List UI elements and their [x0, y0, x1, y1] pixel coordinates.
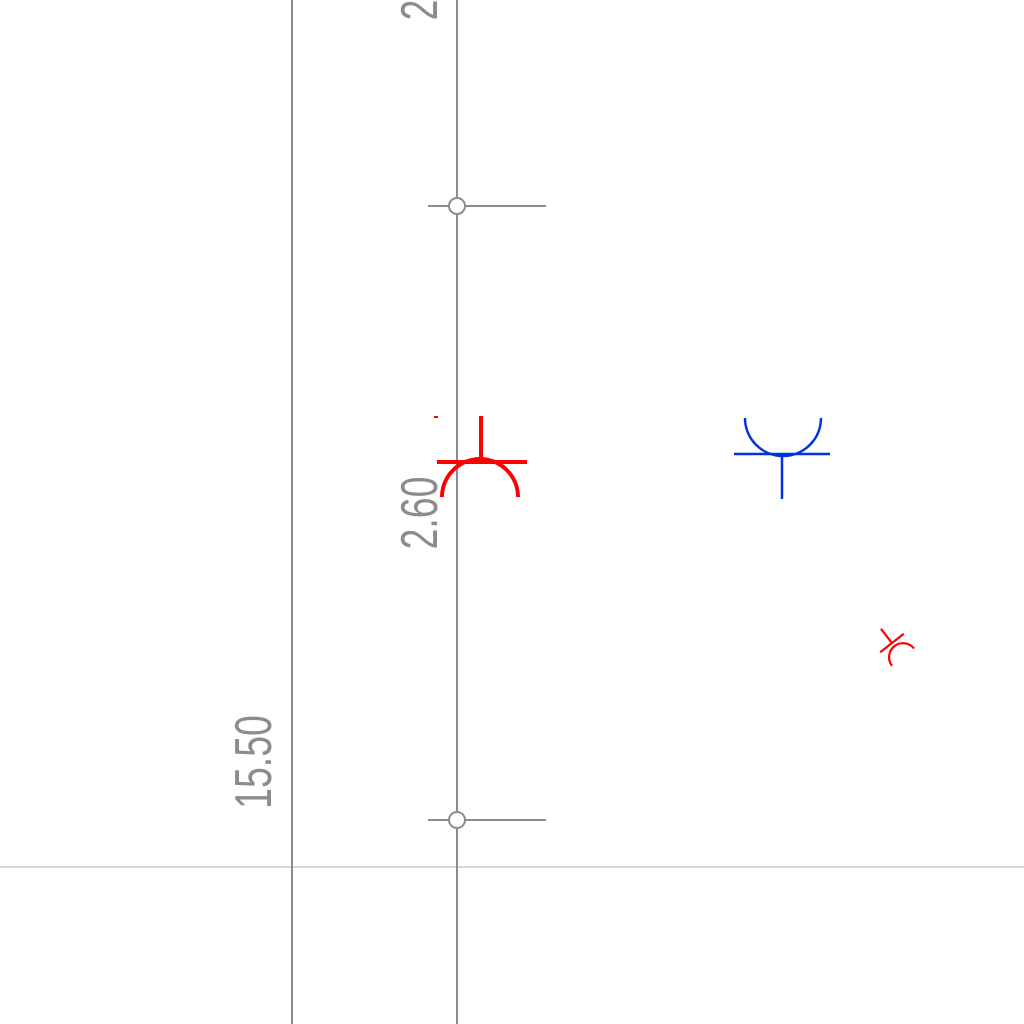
dimension-label-top: 2	[390, 0, 449, 20]
electrical-outlet-icon	[437, 416, 527, 498]
dimension-label-left: 15.50	[224, 715, 283, 809]
extension-line-bottom	[428, 811, 546, 829]
dimension-terminator-icon	[448, 197, 466, 215]
outlet-symbol-red-large	[434, 416, 527, 498]
dimension-label-middle: 2.60	[390, 477, 449, 550]
dimension-terminator-icon	[448, 811, 466, 829]
extension-line-top	[428, 197, 546, 215]
electrical-outlet-icon	[879, 628, 915, 667]
outlet-symbol-blue	[734, 417, 830, 499]
electrical-outlet-icon	[734, 417, 830, 499]
outlet-symbol-red-small	[879, 628, 915, 667]
